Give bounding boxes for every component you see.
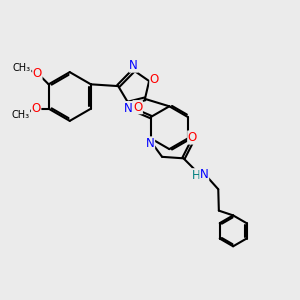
Text: CH₃: CH₃ (13, 63, 31, 73)
Text: N: N (200, 168, 209, 181)
Text: O: O (133, 101, 142, 114)
Text: H: H (192, 169, 201, 182)
Text: N: N (146, 137, 154, 150)
Text: N: N (124, 102, 133, 115)
Text: O: O (188, 131, 197, 144)
Text: N: N (129, 59, 138, 72)
Text: O: O (150, 73, 159, 86)
Text: O: O (32, 102, 41, 115)
Text: O: O (33, 67, 42, 80)
Text: CH₃: CH₃ (12, 110, 30, 120)
